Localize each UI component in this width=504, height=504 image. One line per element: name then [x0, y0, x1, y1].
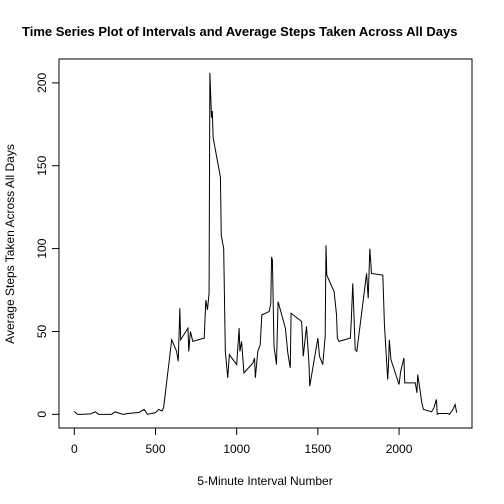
plot-box [58, 58, 473, 429]
x-tick-label: 2000 [386, 442, 413, 456]
chart-title: Time Series Plot of Intervals and Averag… [22, 24, 457, 39]
x-tick-label: 1500 [305, 442, 332, 456]
y-tick-label: 150 [35, 155, 49, 175]
x-tick-label: 0 [71, 442, 78, 456]
y-tick-label: 100 [35, 238, 49, 258]
y-axis-label: Average Steps Taken Across All Days [3, 144, 17, 344]
x-axis-label: 5-Minute Interval Number [197, 474, 332, 488]
data-line [73, 72, 458, 416]
x-tick-label: 1000 [223, 442, 250, 456]
y-tick-label: 200 [35, 73, 49, 93]
y-tick-label: 50 [35, 324, 49, 338]
y-tick-label: 0 [35, 411, 49, 418]
x-tick-label: 500 [145, 442, 165, 456]
